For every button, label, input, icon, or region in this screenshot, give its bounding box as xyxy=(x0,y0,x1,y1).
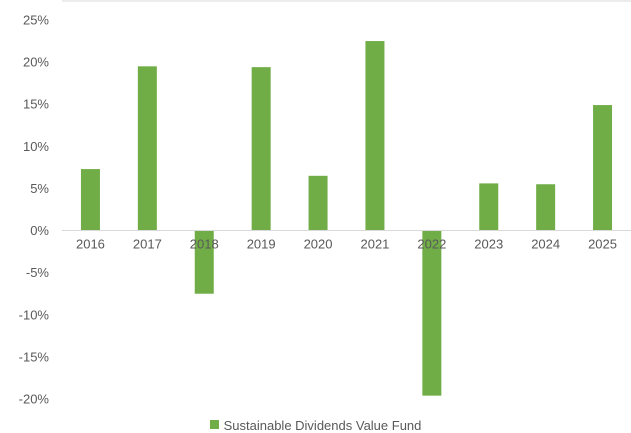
legend: Sustainable Dividends Value Fund xyxy=(0,417,631,433)
x-tick-label: 2017 xyxy=(133,237,162,252)
y-tick-label: 0% xyxy=(30,223,49,238)
x-tick-label: 2020 xyxy=(304,237,333,252)
legend-swatch xyxy=(209,420,219,429)
y-tick-label: 10% xyxy=(23,139,49,154)
bar-2017 xyxy=(137,66,157,231)
y-tick-label: 25% xyxy=(23,13,49,28)
x-tick-label: 2024 xyxy=(531,237,560,252)
x-tick-label: 2016 xyxy=(76,237,105,252)
x-tick-label: 2025 xyxy=(588,237,617,252)
bar-2025 xyxy=(593,105,613,231)
bar-2020 xyxy=(308,175,328,231)
y-tick-label: 20% xyxy=(23,55,49,70)
bars xyxy=(80,41,613,396)
x-tick-label: 2022 xyxy=(417,237,446,252)
x-axis: 2016 2017 2018 2019 2020 2021 2022 2023 2024 2025 xyxy=(76,237,617,252)
bar-2019 xyxy=(251,67,271,231)
y-tick-label: -10% xyxy=(19,307,50,322)
y-tick-label: 5% xyxy=(30,181,49,196)
x-tick-label: 2018 xyxy=(190,237,219,252)
bar-2016 xyxy=(80,169,100,231)
x-tick-label: 2021 xyxy=(360,237,389,252)
bar-2021 xyxy=(365,41,385,231)
x-tick-label: 2019 xyxy=(247,237,276,252)
y-tick-label: 15% xyxy=(23,97,49,112)
bar-2022 xyxy=(422,230,442,396)
x-tick-label: 2023 xyxy=(474,237,503,252)
bar-2018 xyxy=(194,230,214,294)
y-axis: 25% 20% 15% 10% 5% 0% -5% -10% -15% -20% xyxy=(19,13,50,407)
y-tick-label: -20% xyxy=(19,392,50,407)
y-tick-label: -5% xyxy=(26,265,50,280)
bar-2023 xyxy=(479,183,499,231)
bar-2024 xyxy=(536,184,556,231)
y-tick-label: -15% xyxy=(19,349,50,364)
legend-label: Sustainable Dividends Value Fund xyxy=(223,418,422,433)
